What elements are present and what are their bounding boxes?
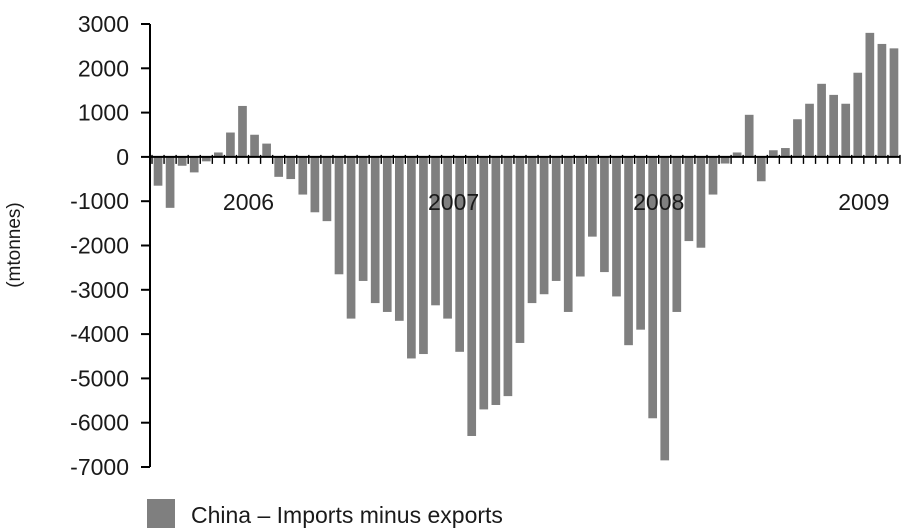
bar [877,43,887,157]
bar [720,156,730,164]
y-tick-label: -6000 [70,410,129,436]
bar [443,156,452,319]
bar [153,156,163,186]
bar [817,83,826,157]
bar [407,156,416,359]
legend-label: China – Imports minus exports [191,502,503,528]
axes [149,24,901,467]
y-tick-label: -5000 [70,365,129,391]
y-ticks: 3000 2000 1000 0 -1000 -2000 -3000 -4000 -5000 -6… [70,11,150,480]
bar [479,156,489,410]
bar [841,103,851,157]
bar [226,132,235,157]
bar [214,152,223,157]
x-tick-label: 2007 [428,189,479,215]
bar [551,156,561,281]
bar [382,156,392,312]
bar [588,156,597,237]
bar [805,103,814,157]
bar [310,156,320,213]
bar [744,114,754,157]
bar [455,156,464,352]
x-tick-label: 2008 [633,189,684,215]
bar [768,150,778,157]
bar [708,156,718,195]
bar [660,156,670,461]
bar [648,156,658,419]
bar [322,156,332,222]
bar [346,156,356,319]
legend-swatch [147,499,175,528]
bars [153,32,899,461]
bar [503,156,513,397]
y-tick-label: -1000 [70,188,129,214]
bar [262,143,271,157]
bar [527,156,537,304]
bar [165,156,175,208]
bar [370,156,380,304]
x-ticks: 20062007200820092010 [223,189,889,215]
bar [491,156,501,405]
y-tick-label: 1000 [78,100,129,126]
y-tick-label: -7000 [70,454,129,480]
y-tick-label: -3000 [70,277,129,303]
y-tick-label: 0 [116,144,129,170]
y-tick-label: -2000 [70,233,129,259]
legend: China – Imports minus exports [147,499,503,528]
bar [394,156,404,321]
bar [274,156,284,177]
bar [515,156,525,343]
bar [696,156,706,248]
bar [286,156,296,180]
bar [853,72,863,157]
bar [358,156,368,281]
bar [298,156,308,195]
y-tick-label: 2000 [78,55,129,81]
x-tick-label: 2006 [223,189,274,215]
bar [467,156,477,436]
bar [177,156,187,166]
bar [563,156,573,312]
bar [250,134,259,157]
bar [793,119,802,157]
bar [334,156,344,275]
bar [756,156,766,182]
bar [189,156,199,173]
x-tick-label: 2009 [838,189,889,215]
bar [575,156,585,277]
bar [600,156,609,273]
bar [684,156,694,242]
bar [672,156,682,312]
bar [636,156,645,330]
y-tick-label: 3000 [78,11,129,37]
bar [865,32,875,157]
y-tick-label: -4000 [70,321,129,347]
bar [238,105,247,157]
y-axis-title: (mtonnes) [4,202,25,288]
bar [419,156,428,355]
bar [624,156,633,346]
bar [612,156,621,297]
bar [829,94,838,157]
bar [201,156,211,162]
bar [781,148,790,157]
bar [539,156,549,295]
bar [431,156,440,306]
bar [732,152,742,157]
bar [889,48,899,157]
